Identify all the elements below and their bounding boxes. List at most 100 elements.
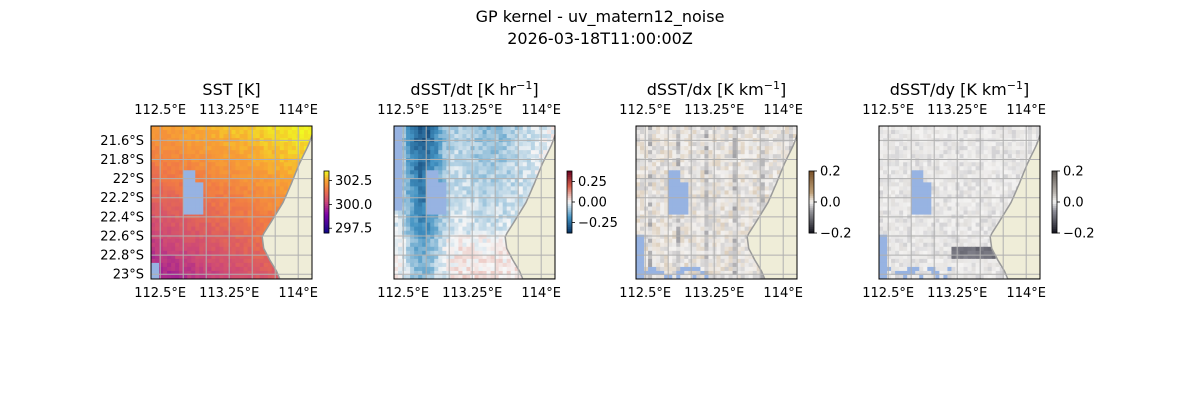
heatmap-cell — [276, 166, 280, 170]
heatmap-cell — [895, 130, 899, 134]
heatmap-cell — [708, 223, 712, 227]
heatmap-cell — [688, 259, 692, 263]
heatmap-cell — [288, 126, 292, 130]
heatmap-cell — [1016, 126, 1020, 130]
heatmap-cell — [211, 182, 215, 186]
heatmap-cell — [745, 207, 749, 211]
heatmap-cell — [280, 166, 284, 170]
heatmap-cell — [717, 146, 721, 150]
heatmap-cell — [479, 203, 483, 207]
heatmap-cell — [434, 186, 438, 190]
ytick-label: 23°S — [113, 268, 144, 283]
heatmap-cell — [155, 146, 159, 150]
heatmap-cell — [394, 146, 398, 150]
heatmap-cell — [652, 231, 656, 235]
heatmap-cell — [163, 142, 167, 146]
heatmap-cell — [511, 142, 515, 146]
heatmap-cell — [458, 219, 462, 223]
heatmap-cell — [183, 154, 187, 158]
xtick-label-top: 113.25°E — [684, 103, 744, 118]
heatmap-cell — [640, 190, 644, 194]
heatmap-cell — [288, 150, 292, 154]
heatmap-cell — [280, 134, 284, 138]
heatmap-cell — [207, 235, 211, 239]
heatmap-cell — [717, 166, 721, 170]
heatmap-cell — [183, 231, 187, 235]
heatmap-cell — [777, 158, 781, 162]
heatmap-cell — [236, 223, 240, 227]
heatmap-cell — [964, 126, 968, 130]
heatmap-cell — [284, 130, 288, 134]
heatmap-cell — [636, 203, 640, 207]
heatmap-cell — [487, 154, 491, 158]
heatmap-cell — [438, 263, 442, 267]
heatmap-cell — [741, 203, 745, 207]
heatmap-cell — [450, 267, 454, 271]
heatmap-cell — [769, 170, 773, 174]
heatmap-cell — [725, 203, 729, 207]
heatmap-cell — [394, 142, 398, 146]
heatmap-cell — [232, 142, 236, 146]
heatmap-cell — [219, 174, 223, 178]
heatmap-cell — [207, 158, 211, 162]
heatmap-cell — [741, 158, 745, 162]
heatmap-cell — [676, 231, 680, 235]
heatmap-cell — [466, 267, 470, 271]
heatmap-cell — [491, 251, 495, 255]
heatmap-cell — [915, 126, 919, 130]
heatmap-cell — [219, 219, 223, 223]
heatmap-cell — [211, 126, 215, 130]
heatmap-cell — [507, 182, 511, 186]
heatmap-cell — [717, 227, 721, 231]
heatmap-cell — [1008, 130, 1012, 134]
heatmap-cell — [256, 154, 260, 158]
heatmap-cell — [668, 146, 672, 150]
heatmap-cell — [725, 134, 729, 138]
heatmap-cell — [499, 211, 503, 215]
heatmap-cell — [191, 126, 195, 130]
heatmap-cell — [434, 223, 438, 227]
heatmap-cell — [256, 203, 260, 207]
heatmap-cell — [203, 130, 207, 134]
panel-title-suffix: ] — [780, 80, 786, 99]
heatmap-cell — [260, 170, 264, 174]
heatmap-cell — [183, 247, 187, 251]
heatmap-cell — [191, 267, 195, 271]
heatmap-cell — [195, 227, 199, 231]
heatmap-cell — [704, 174, 708, 178]
heatmap-cell — [676, 207, 680, 211]
heatmap-cell — [479, 223, 483, 227]
heatmap-cell — [943, 126, 947, 130]
heatmap-cell — [207, 227, 211, 231]
heatmap-cell — [676, 190, 680, 194]
heatmap-cell — [704, 126, 708, 130]
heatmap-cell — [203, 154, 207, 158]
heatmap-cell — [491, 219, 495, 223]
heatmap-cell — [648, 146, 652, 150]
heatmap-cell — [704, 154, 708, 158]
heatmap-cell — [167, 223, 171, 227]
heatmap-cell — [725, 207, 729, 211]
heatmap-cell — [725, 174, 729, 178]
heatmap-cell — [547, 126, 551, 130]
heatmap-cell — [430, 130, 434, 134]
heatmap-cell — [640, 259, 644, 263]
heatmap-cell — [215, 263, 219, 267]
heatmap-cell — [883, 130, 887, 134]
heatmap-cell — [458, 223, 462, 227]
heatmap-cell — [531, 174, 535, 178]
heatmap-cell — [236, 170, 240, 174]
heatmap-cell — [240, 259, 244, 263]
heatmap-cell — [911, 130, 915, 134]
heatmap-cell — [240, 231, 244, 235]
heatmap-cell — [656, 158, 660, 162]
heatmap-cell — [692, 243, 696, 247]
heatmap-cell — [442, 243, 446, 247]
heatmap-cell — [288, 130, 292, 134]
heatmap-cell — [442, 146, 446, 150]
heatmap-cell — [232, 162, 236, 166]
heatmap-cell — [410, 134, 414, 138]
heatmap-cell — [672, 251, 676, 255]
heatmap-cell — [426, 162, 430, 166]
heatmap-cell — [729, 259, 733, 263]
